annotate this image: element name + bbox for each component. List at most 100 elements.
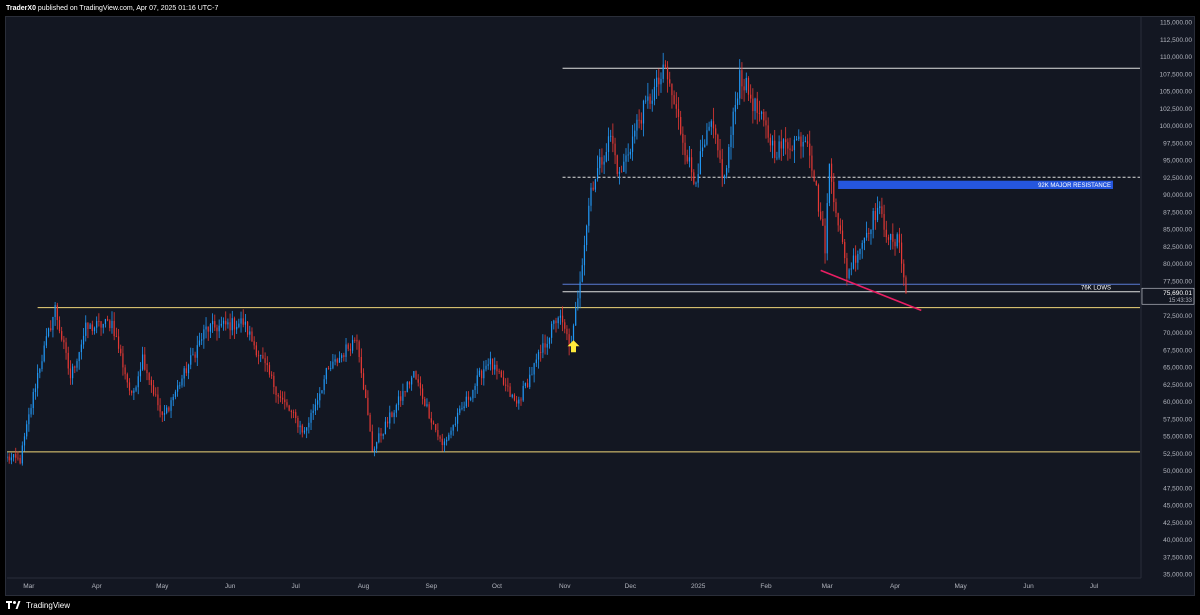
candle-body[interactable] — [627, 154, 629, 156]
candle-body[interactable] — [244, 321, 247, 325]
candle-body[interactable] — [142, 354, 144, 370]
candle-body[interactable] — [179, 385, 181, 387]
candle-body[interactable] — [761, 111, 763, 114]
candle-body[interactable] — [535, 359, 537, 364]
candle-body[interactable] — [358, 341, 360, 358]
candle-body[interactable] — [128, 382, 131, 391]
candle-body[interactable] — [472, 390, 474, 399]
candle-body[interactable] — [424, 398, 426, 406]
candle-body[interactable] — [817, 185, 820, 212]
candle-body[interactable] — [249, 331, 251, 335]
candle-body[interactable] — [494, 364, 496, 370]
candle-body[interactable] — [233, 318, 236, 330]
candle-body[interactable] — [526, 383, 529, 388]
candle-body[interactable] — [220, 323, 222, 326]
candle-body[interactable] — [736, 98, 739, 106]
candle-body[interactable] — [225, 320, 227, 325]
candle-body[interactable] — [756, 98, 758, 113]
candle-body[interactable] — [850, 268, 852, 270]
candle-body[interactable] — [540, 351, 542, 353]
candle-body[interactable] — [774, 140, 776, 158]
candle-body[interactable] — [426, 404, 428, 406]
candle-body[interactable] — [137, 376, 139, 388]
candle-body[interactable] — [647, 96, 649, 101]
candle-body[interactable] — [730, 134, 732, 148]
candle-body[interactable] — [391, 412, 393, 417]
candle-body[interactable] — [502, 377, 505, 385]
candle-body[interactable] — [879, 206, 881, 208]
candle-body[interactable] — [286, 402, 288, 406]
candle-body[interactable] — [509, 386, 511, 397]
candle-body[interactable] — [115, 336, 117, 337]
candle-body[interactable] — [841, 230, 844, 243]
up-arrow-icon[interactable] — [567, 340, 580, 353]
candle-body[interactable] — [863, 237, 866, 243]
candle-body[interactable] — [284, 399, 286, 403]
candle-body[interactable] — [485, 365, 487, 370]
candle-body[interactable] — [780, 141, 782, 149]
candle-body[interactable] — [758, 112, 761, 114]
candle-body[interactable] — [161, 411, 163, 415]
candle-body[interactable] — [54, 305, 56, 317]
candle-body[interactable] — [441, 438, 443, 446]
candle-body[interactable] — [548, 337, 551, 344]
candle-body[interactable] — [419, 382, 421, 389]
candle-body[interactable] — [113, 320, 115, 337]
candle-body[interactable] — [227, 322, 229, 325]
candle-body[interactable] — [21, 445, 23, 464]
candle-body[interactable] — [41, 361, 43, 370]
candle-body[interactable] — [671, 83, 673, 96]
candle-body[interactable] — [446, 439, 448, 442]
author-name[interactable]: TraderX0 — [6, 5, 36, 12]
candle-body[interactable] — [872, 210, 874, 230]
candle-body[interactable] — [686, 155, 688, 162]
candle-body[interactable] — [612, 135, 614, 144]
candle-body[interactable] — [351, 339, 354, 351]
candle-body[interactable] — [588, 205, 590, 226]
candle-body[interactable] — [209, 324, 212, 332]
candle-body[interactable] — [699, 151, 701, 175]
candle-body[interactable] — [23, 436, 26, 446]
candle-body[interactable] — [181, 378, 183, 386]
candle-body[interactable] — [325, 368, 327, 380]
candle-body[interactable] — [553, 320, 555, 324]
candle-body[interactable] — [168, 407, 170, 411]
candle-body[interactable] — [439, 436, 441, 439]
candle-body[interactable] — [260, 355, 262, 356]
candle-body[interactable] — [152, 385, 155, 395]
candle-body[interactable] — [726, 168, 728, 176]
candle-body[interactable] — [334, 359, 336, 362]
candle-body[interactable] — [240, 318, 242, 324]
candle-body[interactable] — [837, 213, 839, 226]
candle-body[interactable] — [341, 355, 343, 358]
candle-body[interactable] — [290, 410, 292, 412]
candle-body[interactable] — [28, 414, 30, 425]
candle-body[interactable] — [483, 369, 485, 379]
candle-body[interactable] — [413, 371, 415, 378]
candle-body[interactable] — [568, 334, 570, 347]
candle-body[interactable] — [876, 207, 879, 221]
candle-body[interactable] — [721, 159, 723, 179]
candle-body[interactable] — [174, 391, 177, 397]
candle-body[interactable] — [126, 374, 128, 383]
candle-body[interactable] — [236, 326, 238, 330]
candle-body[interactable] — [148, 373, 150, 381]
candle-body[interactable] — [739, 70, 741, 99]
candle-body[interactable] — [448, 434, 450, 440]
candle-body[interactable] — [883, 214, 885, 230]
candle-body[interactable] — [135, 387, 137, 391]
candle-body[interactable] — [80, 344, 82, 353]
candle-body[interactable] — [19, 458, 21, 464]
candle-body[interactable] — [292, 411, 295, 413]
candle-body[interactable] — [400, 396, 402, 401]
candle-body[interactable] — [343, 355, 345, 357]
candle-body[interactable] — [435, 424, 437, 431]
candle-body[interactable] — [857, 254, 859, 263]
candle-body[interactable] — [271, 374, 273, 376]
candle-body[interactable] — [489, 358, 491, 365]
candle-body[interactable] — [365, 389, 367, 398]
candle-body[interactable] — [793, 139, 796, 151]
candle-body[interactable] — [362, 373, 365, 390]
candle-body[interactable] — [789, 148, 791, 150]
